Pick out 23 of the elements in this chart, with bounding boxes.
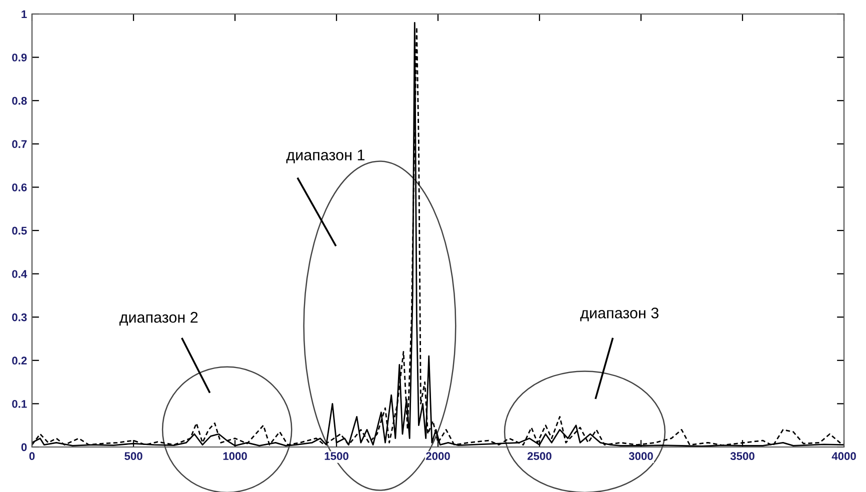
x-tick-label: 2500	[528, 452, 552, 460]
y-tick-label: 0.7	[12, 140, 27, 148]
x-tick-label: 1500	[324, 452, 348, 460]
x-tick-label: 500	[124, 452, 142, 460]
y-tick-label: 0	[21, 443, 27, 452]
x-tick-label: 3500	[730, 452, 754, 460]
y-tick-label: 0.2	[12, 356, 27, 365]
y-tick-label: 0.4	[12, 270, 28, 278]
annotation: диапазон 2	[119, 312, 198, 326]
y-tick-label: 0.3	[12, 313, 27, 322]
y-tick-label: 1	[22, 10, 27, 18]
x-tick-label: 1000	[223, 452, 247, 460]
y-tick-label: 0.1	[12, 400, 27, 408]
x-tick-label: 2000	[426, 452, 450, 460]
y-tick-label: 0.5	[12, 226, 27, 235]
y-tick-label: 0.9	[12, 54, 27, 62]
x-tick-label: 0	[29, 452, 35, 460]
annotation: диапазон 3	[580, 308, 658, 322]
x-tick-label: 3000	[628, 452, 653, 460]
y-tick-label: 0.8	[12, 96, 27, 105]
annotation: диапазон 1	[286, 150, 364, 164]
x-tick-label: 4000	[832, 452, 856, 460]
y-tick-label: 0.6	[12, 183, 27, 192]
